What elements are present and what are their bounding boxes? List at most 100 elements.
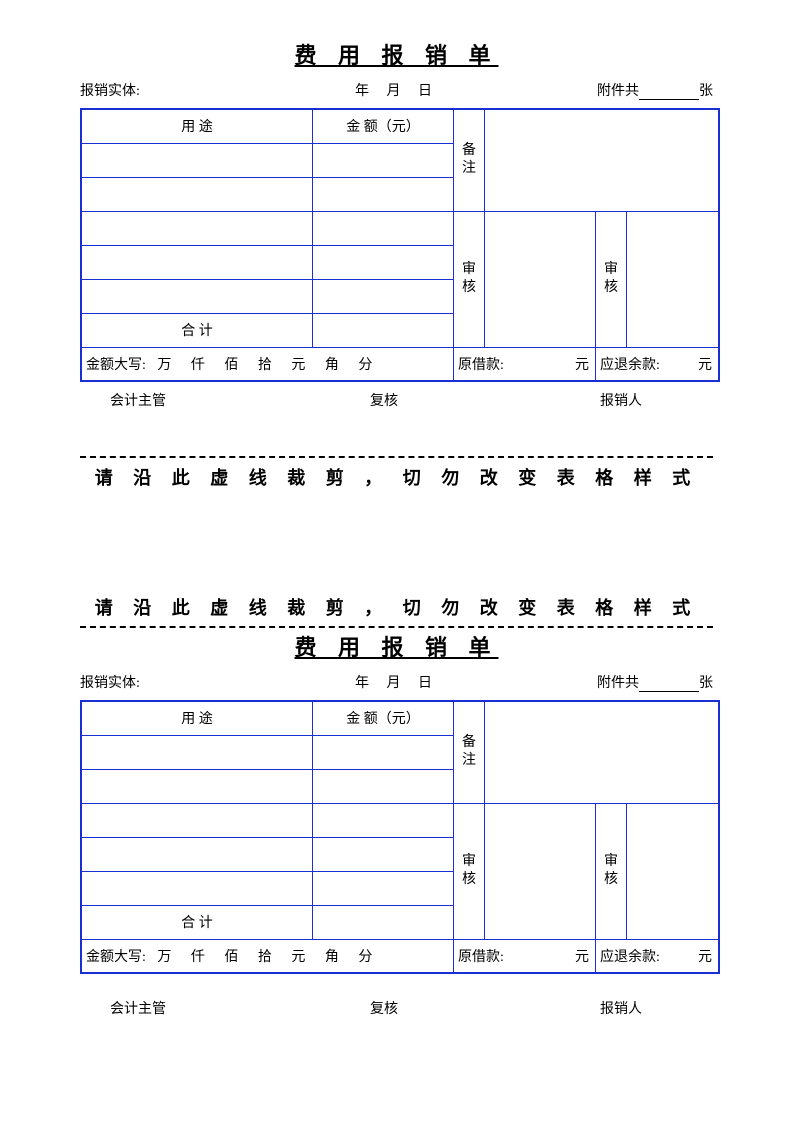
form-title: 费 用 报 销 单 <box>0 630 793 662</box>
page: 费 用 报 销 单 报销实体: 年 月 日 附件共张 用 途 金 额（元） 备注 <box>0 0 793 1122</box>
refund-cell: 应退余款: 元 <box>596 347 720 381</box>
cell-amt-5[interactable] <box>313 279 454 313</box>
refund-label: 应退余款: <box>600 950 660 965</box>
cell-amt-3[interactable] <box>313 211 454 245</box>
cell-use-1[interactable] <box>81 143 313 177</box>
amount-words-cell: 金额大写: 万 仟 佰 拾 元 角 分 <box>81 939 454 973</box>
day-label: 日 <box>418 84 432 99</box>
dashed-line-1 <box>80 456 713 458</box>
amount-units: 万 仟 佰 拾 元 角 分 <box>149 950 380 965</box>
col-header-note: 备注 <box>454 701 485 803</box>
loan-unit: 元 <box>575 946 595 966</box>
unit-jiao: 角 <box>317 946 347 966</box>
form-footer: 会计主管 复核 报销人 <box>80 998 713 1018</box>
cut-section-2: 请 沿 此 虚 线 裁 剪 ， 切 勿 改 变 表 格 样 式 <box>0 588 793 628</box>
amount-prefix: 金额大写: <box>86 358 146 373</box>
col-header-review1: 审核 <box>454 803 485 939</box>
cell-use-1[interactable] <box>81 735 313 769</box>
attach-prefix: 附件共 <box>597 84 639 99</box>
cut-section-1: 请 沿 此 虚 线 裁 剪 ， 切 勿 改 变 表 格 样 式 <box>0 456 793 490</box>
note-area[interactable] <box>485 701 720 803</box>
loan-label: 原借款: <box>458 950 504 965</box>
loan-unit: 元 <box>575 354 595 374</box>
month-label: 月 <box>387 676 401 691</box>
expense-table: 用 途 金 额（元） 备注 审核 审核 合 计 金额大写: <box>80 108 720 382</box>
col-header-review1: 审核 <box>454 211 485 347</box>
attach-blank[interactable] <box>639 677 699 692</box>
attach-prefix: 附件共 <box>597 676 639 691</box>
unit-bai: 佰 <box>216 354 246 374</box>
col-header-use: 用 途 <box>81 109 313 143</box>
unit-wan: 万 <box>149 354 179 374</box>
refund-unit: 元 <box>698 354 718 374</box>
total-label: 合 计 <box>81 313 313 347</box>
date-labels: 年 月 日 <box>355 672 446 692</box>
cell-use-5[interactable] <box>81 871 313 905</box>
cell-amt-2[interactable] <box>313 177 454 211</box>
total-amt[interactable] <box>313 905 454 939</box>
review2-area[interactable] <box>627 211 720 347</box>
cell-amt-1[interactable] <box>313 143 454 177</box>
cell-amt-2[interactable] <box>313 769 454 803</box>
form-title: 费 用 报 销 单 <box>0 38 793 70</box>
cut-note-2: 请 沿 此 虚 线 裁 剪 ， 切 勿 改 变 表 格 样 式 <box>0 594 793 620</box>
total-amt[interactable] <box>313 313 454 347</box>
footer-reviewer: 复核 <box>370 998 398 1018</box>
col-header-review2: 审核 <box>596 803 627 939</box>
amount-units: 万 仟 佰 拾 元 角 分 <box>149 358 380 373</box>
amount-prefix: 金额大写: <box>86 950 146 965</box>
cell-amt-5[interactable] <box>313 871 454 905</box>
review1-area[interactable] <box>485 803 596 939</box>
note-area[interactable] <box>485 109 720 211</box>
unit-fen: 分 <box>350 354 380 374</box>
cell-use-4[interactable] <box>81 245 313 279</box>
loan-cell: 原借款: 元 <box>454 347 596 381</box>
year-label: 年 <box>355 84 369 99</box>
unit-wan: 万 <box>149 946 179 966</box>
total-label: 合 计 <box>81 905 313 939</box>
note-text: 备注 <box>462 735 476 768</box>
form-header-row: 报销实体: 年 月 日 附件共张 <box>80 80 713 102</box>
unit-shi: 拾 <box>250 354 280 374</box>
attach-suffix: 张 <box>699 676 713 691</box>
review1-text: 审核 <box>462 854 476 887</box>
cell-use-5[interactable] <box>81 279 313 313</box>
footer-accountant: 会计主管 <box>110 390 166 410</box>
cell-use-3[interactable] <box>81 803 313 837</box>
entity-label: 报销实体: <box>80 80 140 100</box>
footer-claimant: 报销人 <box>600 390 642 410</box>
footer-reviewer: 复核 <box>370 390 398 410</box>
col-header-use: 用 途 <box>81 701 313 735</box>
col-header-review2: 审核 <box>596 211 627 347</box>
cell-use-2[interactable] <box>81 769 313 803</box>
unit-qian: 仟 <box>183 354 213 374</box>
loan-cell: 原借款: 元 <box>454 939 596 973</box>
unit-jiao: 角 <box>317 354 347 374</box>
col-header-amount: 金 额（元） <box>313 109 454 143</box>
cell-use-2[interactable] <box>81 177 313 211</box>
dashed-line-2 <box>80 626 713 628</box>
col-header-note: 备注 <box>454 109 485 211</box>
cut-note-1: 请 沿 此 虚 线 裁 剪 ， 切 勿 改 变 表 格 样 式 <box>0 464 793 490</box>
year-label: 年 <box>355 676 369 691</box>
attachment-label: 附件共 张 <box>597 672 713 692</box>
refund-cell: 应退余款: 元 <box>596 939 720 973</box>
cell-amt-3[interactable] <box>313 803 454 837</box>
cell-use-3[interactable] <box>81 211 313 245</box>
month-label: 月 <box>387 84 401 99</box>
cell-amt-4[interactable] <box>313 245 454 279</box>
review2-area[interactable] <box>627 803 720 939</box>
refund-unit: 元 <box>698 946 718 966</box>
review1-text: 审核 <box>462 262 476 295</box>
unit-qian: 仟 <box>183 946 213 966</box>
col-header-amount: 金 额（元） <box>313 701 454 735</box>
amount-words-cell: 金额大写: 万 仟 佰 拾 元 角 分 <box>81 347 454 381</box>
cell-amt-1[interactable] <box>313 735 454 769</box>
day-label: 日 <box>418 676 432 691</box>
expense-form-1: 费 用 报 销 单 报销实体: 年 月 日 附件共张 用 途 金 额（元） 备注 <box>0 38 793 410</box>
review1-area[interactable] <box>485 211 596 347</box>
cell-amt-4[interactable] <box>313 837 454 871</box>
attach-blank[interactable] <box>639 85 699 100</box>
cell-use-4[interactable] <box>81 837 313 871</box>
date-labels: 年 月 日 <box>355 80 446 100</box>
